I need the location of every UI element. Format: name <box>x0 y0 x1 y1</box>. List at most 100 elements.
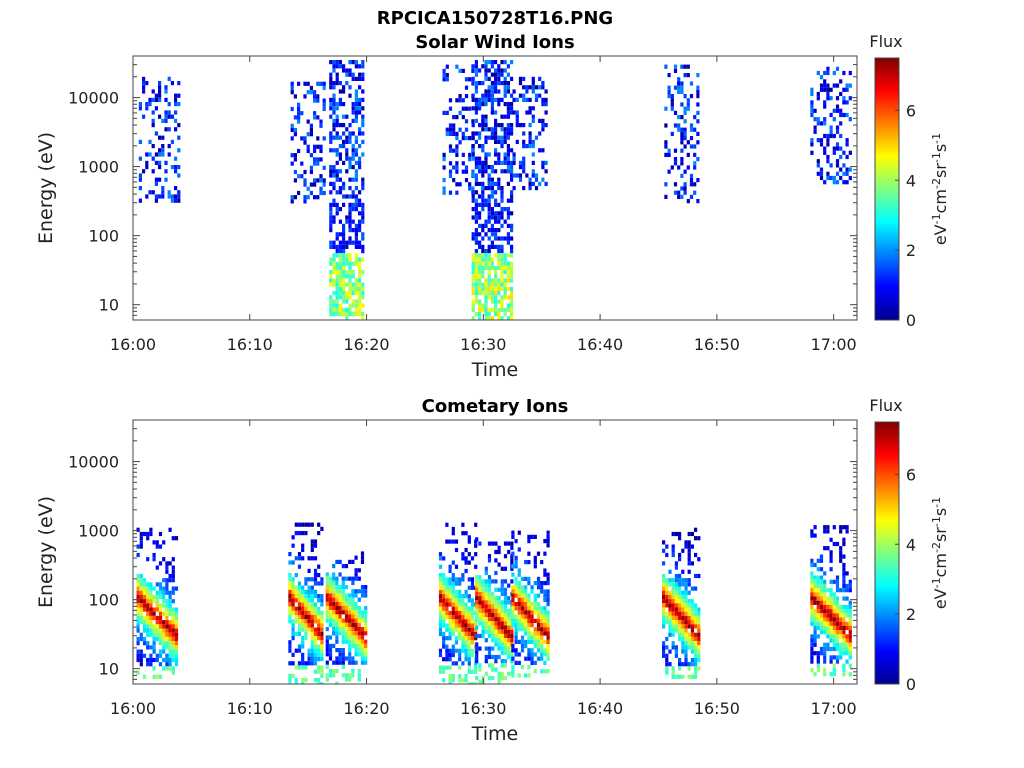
spectrogram-cell <box>497 97 501 102</box>
spectrogram-cell <box>177 93 181 98</box>
spectrogram-cell <box>309 190 313 196</box>
spectrogram-cell <box>810 558 814 563</box>
spectrogram-cell <box>301 585 305 590</box>
spectrogram-cell <box>304 678 308 683</box>
spectrogram-cell <box>484 625 488 630</box>
spectrogram-cell <box>826 546 830 551</box>
spectrogram-cell <box>338 169 342 174</box>
spectrogram-cell <box>139 531 143 537</box>
spectrogram-cell <box>832 108 836 113</box>
spectrogram-cell <box>503 579 508 584</box>
spectrogram-cell <box>341 627 345 632</box>
spectrogram-cell <box>291 610 295 615</box>
spectrogram-cell <box>541 81 545 86</box>
spectrogram-cell <box>530 618 534 623</box>
spectrogram-cell <box>484 604 488 609</box>
spectrogram-cell <box>322 85 326 91</box>
spectrogram-cell <box>832 621 836 626</box>
spectrogram-cell <box>338 614 342 619</box>
spectrogram-cell <box>320 581 324 586</box>
spectrogram-cell <box>689 94 694 99</box>
spectrogram-cell <box>461 68 465 73</box>
spectrogram-cell <box>348 307 352 312</box>
spectrogram-cell <box>136 607 140 612</box>
spectrogram-cell <box>448 627 452 632</box>
spectrogram-cell <box>481 160 485 165</box>
spectrogram-cell <box>471 303 475 308</box>
spectrogram-cell <box>478 68 482 73</box>
spectrogram-cell <box>348 622 352 627</box>
spectrogram-cell <box>530 631 534 636</box>
spectrogram-cell <box>149 624 153 629</box>
spectrogram-cell <box>297 602 302 607</box>
spectrogram-cell <box>341 618 345 623</box>
spectrogram-cell <box>348 265 352 270</box>
spectrogram-cell <box>490 60 494 65</box>
spectrogram-cell <box>673 68 678 73</box>
spectrogram-cell <box>152 649 156 654</box>
spectrogram-cell <box>484 72 488 77</box>
spectrogram-cell <box>494 152 498 157</box>
spectrogram-cell <box>530 635 534 640</box>
spectrogram-cell <box>470 652 475 658</box>
spectrogram-cell <box>491 625 495 630</box>
spectrogram-cell <box>522 169 526 174</box>
spectrogram-cell <box>297 627 302 632</box>
spectrogram-cell <box>357 606 361 611</box>
spectrogram-cell <box>683 106 687 111</box>
spectrogram-cell <box>291 602 295 607</box>
spectrogram-cell <box>832 541 836 547</box>
spectrogram-cell <box>680 140 684 145</box>
spectrogram-cell <box>165 666 169 671</box>
spectrogram-cell <box>442 157 446 162</box>
spectrogram-cell <box>332 97 336 102</box>
spectrogram-cell <box>478 181 482 186</box>
spectrogram-cell <box>467 585 471 590</box>
spectrogram-cell <box>527 576 531 581</box>
spectrogram-cell <box>335 173 339 178</box>
spectrogram-cell <box>522 76 526 81</box>
spectrogram-cell <box>361 181 365 186</box>
spectrogram-cell <box>442 585 446 590</box>
spectrogram-cell <box>354 160 358 165</box>
spectrogram-cell <box>541 102 545 107</box>
spectrogram-cell <box>510 303 514 308</box>
spectrogram-cell <box>174 186 178 191</box>
spectrogram-cell <box>514 660 518 665</box>
spectrogram-cell <box>662 607 666 612</box>
spectrogram-cell <box>497 307 501 312</box>
spectrogram-cell <box>522 144 526 149</box>
spectrogram-cell <box>168 636 172 642</box>
spectrogram-cell <box>478 612 482 618</box>
spectrogram-cell <box>171 620 175 625</box>
spectrogram-cell <box>494 295 498 300</box>
spectrogram-cell <box>835 96 840 101</box>
spectrogram-cell <box>136 611 140 616</box>
spectrogram-cell <box>507 583 511 588</box>
spectrogram-cell <box>351 631 355 636</box>
spectrogram-cell <box>354 93 358 98</box>
spectrogram-cell <box>481 307 485 312</box>
spectrogram-cell <box>681 569 685 574</box>
spectrogram-cell <box>687 662 691 667</box>
spectrogram-cell <box>357 677 361 682</box>
spectrogram-cell <box>342 240 346 245</box>
spectrogram-cell <box>506 89 510 94</box>
spectrogram-cell <box>506 307 510 312</box>
spectrogram-cell <box>816 621 820 626</box>
spectrogram-cell <box>317 665 321 670</box>
spectrogram-cell <box>506 274 510 279</box>
spectrogram-cell <box>291 594 295 599</box>
spectrogram-cell <box>452 178 456 183</box>
spectrogram-cell <box>497 282 501 287</box>
spectrogram-cell <box>342 194 346 199</box>
spectrogram-cell <box>344 593 349 598</box>
spectrogram-cell <box>689 194 694 199</box>
spectrogram-cell <box>487 282 491 287</box>
spectrogram-cell <box>484 219 488 224</box>
spectrogram-cell <box>360 631 365 636</box>
spectrogram-cell <box>839 121 843 126</box>
spectrogram-cell <box>478 587 482 592</box>
x-axis-label: Time <box>471 723 519 745</box>
spectrogram-cell <box>448 131 453 136</box>
